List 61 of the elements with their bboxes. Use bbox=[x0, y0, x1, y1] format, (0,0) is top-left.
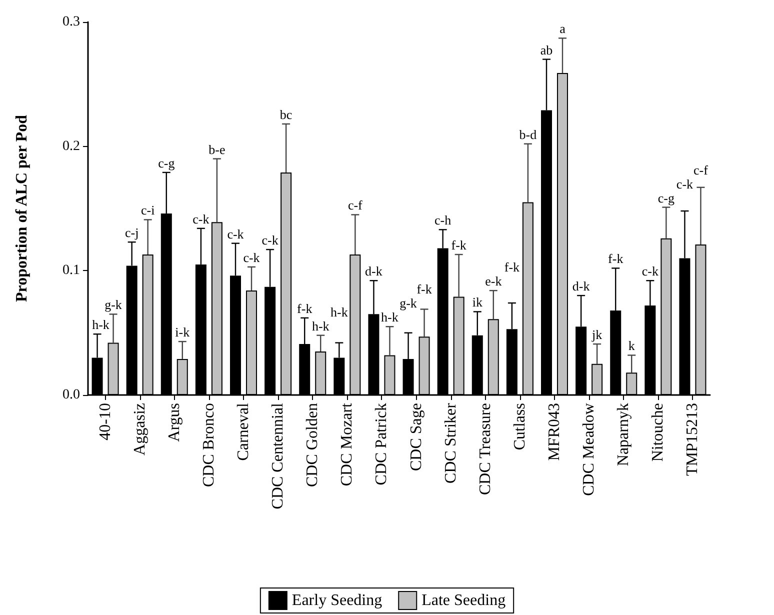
annotation: c-g bbox=[658, 190, 675, 206]
annotation: ik bbox=[472, 294, 483, 310]
x-tick-label: CDC Sage bbox=[408, 403, 425, 471]
annotation: c-k bbox=[676, 176, 694, 192]
annotation: ab bbox=[540, 42, 553, 58]
annotation: h-k bbox=[312, 318, 330, 334]
annotation: h-k bbox=[381, 310, 399, 325]
y-axis-title: Proportion of ALC per Pod bbox=[14, 114, 30, 302]
x-tick-label: Aggasiz bbox=[131, 403, 148, 456]
annotation: k bbox=[628, 338, 636, 354]
annotation: d-k bbox=[365, 264, 383, 279]
x-tick-label: Naparnyk bbox=[615, 403, 632, 466]
annotation: h-k bbox=[92, 317, 110, 332]
x-tick-label: 40-10 bbox=[96, 403, 114, 440]
annotation: d-k bbox=[572, 278, 590, 294]
x-tick-label: Nitouche bbox=[650, 403, 667, 462]
y-tick-label: 0.0 bbox=[62, 388, 80, 402]
x-tick-label: Cutlass bbox=[511, 403, 528, 450]
legend-label: Early Seeding bbox=[292, 592, 382, 609]
y-tick-label: 0.3 bbox=[62, 14, 80, 30]
annotation: f-k bbox=[416, 282, 432, 297]
annotation: jk bbox=[590, 327, 603, 342]
legend-label: Late Seeding bbox=[422, 592, 506, 609]
x-tick-label: CDC Bronco bbox=[200, 403, 218, 487]
x-tick-label: TMP15213 bbox=[684, 403, 702, 476]
x-tick-label: CDC Golden bbox=[304, 403, 322, 487]
annotation: h-k bbox=[330, 304, 348, 320]
x-tick-label: CDC Centennial bbox=[270, 402, 287, 510]
annotation: c-k bbox=[243, 250, 260, 265]
annotation: b-d bbox=[519, 126, 538, 142]
annotation: i-k bbox=[175, 324, 190, 340]
x-tick-label: CDC Treasure bbox=[476, 403, 494, 496]
y-tick-label: 0.2 bbox=[62, 138, 80, 154]
annotation: f-k bbox=[297, 300, 313, 316]
annotation: f-k bbox=[451, 238, 467, 253]
annotation: bc bbox=[280, 106, 292, 122]
annotation: b-e bbox=[208, 142, 226, 157]
x-tick-label: CDC Mozart bbox=[338, 402, 356, 486]
annotation: e-k bbox=[485, 274, 502, 289]
annotation: c-k bbox=[642, 264, 659, 279]
annotation: a bbox=[560, 21, 566, 36]
annotation: c-f bbox=[348, 198, 364, 213]
annotation: c-i bbox=[140, 202, 156, 218]
x-tick-label: MFR043 bbox=[546, 403, 563, 461]
x-tick-label: Argus bbox=[166, 403, 183, 442]
y-tick-label: 0.1 bbox=[62, 263, 80, 278]
annotation: f-k bbox=[608, 251, 624, 266]
annotation: g-k bbox=[104, 297, 122, 312]
x-tick-label: CDC Striker bbox=[442, 402, 460, 484]
annotation: g-k bbox=[400, 296, 418, 311]
annotation: c-f bbox=[694, 162, 709, 178]
annotation: f-k bbox=[504, 260, 520, 275]
annotation: c-j bbox=[124, 225, 139, 240]
x-tick-label: CDC Meadow bbox=[580, 402, 598, 496]
annotation: c-k bbox=[192, 211, 210, 226]
x-tick-label: Carneval bbox=[235, 402, 252, 461]
annotation: c-h bbox=[434, 212, 452, 228]
annotation: c-k bbox=[227, 226, 244, 242]
annotation: c-g bbox=[158, 155, 176, 170]
x-tick-label: CDC Patrick bbox=[373, 403, 390, 486]
annotation: c-k bbox=[262, 232, 279, 248]
